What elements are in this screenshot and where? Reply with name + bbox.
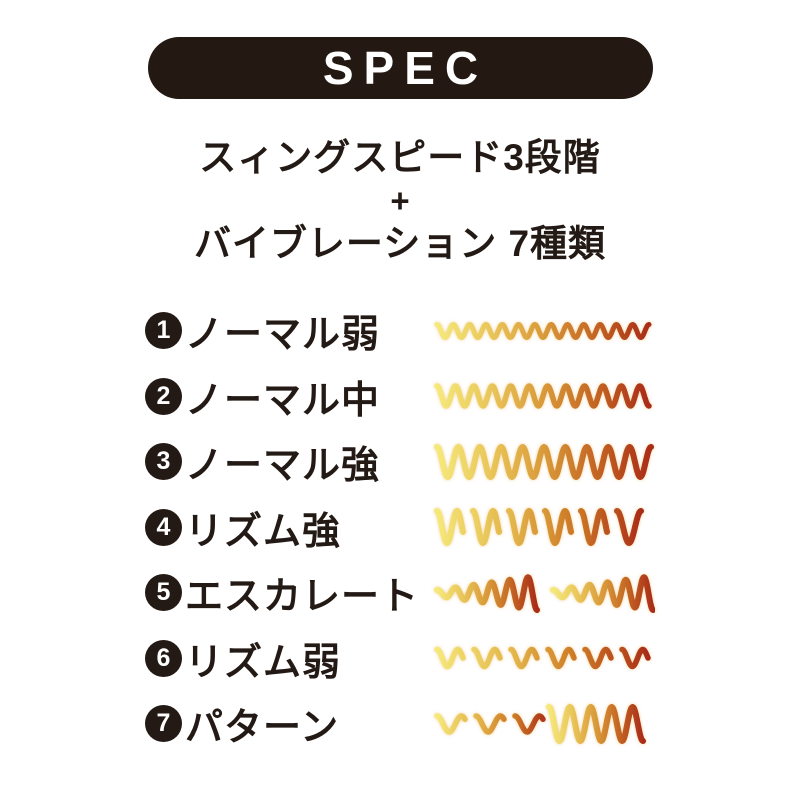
item-label: リズム強 bbox=[185, 510, 342, 553]
wave-pattern-mix bbox=[434, 703, 646, 744]
wave-pattern-normal-strong bbox=[434, 443, 654, 480]
item-number-badge: 1 bbox=[145, 312, 182, 350]
item-label: リズム弱 bbox=[185, 641, 342, 684]
wave-pattern-escalate bbox=[434, 574, 655, 613]
item-number-badge: 4 bbox=[145, 508, 182, 546]
item-number: 4 bbox=[156, 512, 171, 541]
list-item: 5 エスカレート bbox=[0, 560, 800, 626]
item-number-badge: 2 bbox=[145, 377, 182, 415]
item-label: ノーマル中 bbox=[185, 379, 381, 422]
list-item: 6 リズム弱 bbox=[0, 626, 800, 692]
item-number-badge: 5 bbox=[145, 574, 182, 612]
wave-pattern-normal-weak bbox=[434, 321, 652, 340]
list-item: 3 ノーマル強 bbox=[0, 429, 800, 495]
vibration-list: 1 ノーマル弱 2 ノーマル中 3 ノーマル強 4 リズム強 5 エスカレート … bbox=[0, 298, 800, 757]
item-number: 6 bbox=[156, 643, 171, 672]
list-item: 4 リズム強 bbox=[0, 495, 800, 561]
item-number: 5 bbox=[156, 578, 171, 607]
list-item: 1 ノーマル弱 bbox=[0, 298, 800, 364]
item-number: 7 bbox=[156, 709, 171, 738]
item-number: 3 bbox=[156, 447, 171, 476]
plus-sign: + bbox=[390, 182, 410, 219]
spec-header-pill: SPEC bbox=[148, 37, 653, 99]
item-number-badge: 3 bbox=[145, 443, 182, 481]
item-number-badge: 6 bbox=[145, 639, 182, 677]
list-item: 2 ノーマル中 bbox=[0, 364, 800, 430]
subtitle-line-1: スィングスピード3段階 bbox=[199, 137, 601, 178]
item-label: ノーマル強 bbox=[185, 445, 381, 488]
subtitle: スィングスピード3段階 + バイブレーション 7種類 bbox=[0, 136, 800, 266]
item-label: エスカレート bbox=[185, 576, 420, 619]
spec-title: SPEC bbox=[322, 42, 489, 94]
item-label: パターン bbox=[185, 707, 340, 750]
wave-pattern-normal-medium bbox=[434, 383, 652, 409]
item-label: ノーマル弱 bbox=[185, 314, 381, 357]
subtitle-line-2: バイブレーション 7種類 bbox=[193, 223, 607, 264]
list-item: 7 パターン bbox=[0, 691, 800, 757]
item-number: 1 bbox=[156, 316, 171, 345]
item-number: 2 bbox=[156, 381, 171, 410]
wave-pattern-rhythm-strong bbox=[434, 508, 644, 547]
wave-pattern-rhythm-weak bbox=[434, 647, 651, 670]
item-number-badge: 7 bbox=[145, 705, 182, 743]
